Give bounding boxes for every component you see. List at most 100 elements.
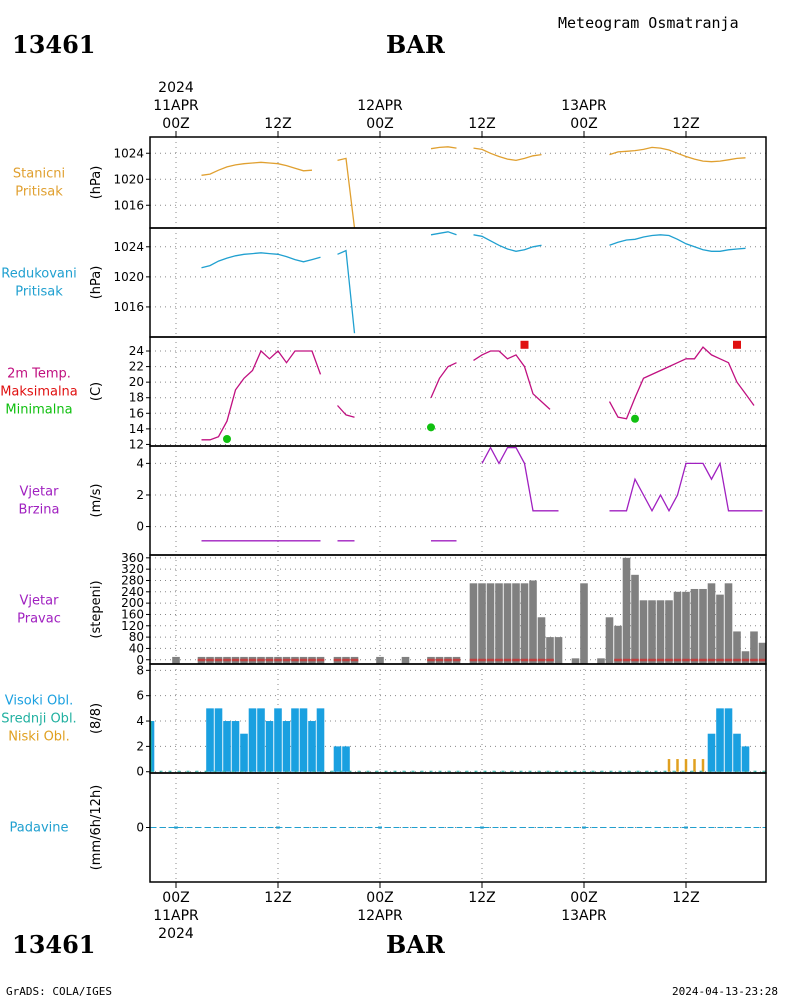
calm-mark (648, 658, 656, 662)
direction-bar (503, 583, 512, 664)
direction-bar (605, 617, 614, 664)
calm-mark (503, 658, 512, 662)
direction-bar (580, 583, 588, 664)
calm-mark (214, 658, 223, 662)
time-label-top-hour: 00Z (162, 116, 189, 132)
direction-bar (401, 656, 410, 664)
cloud-bar (150, 721, 155, 772)
calm-mark (197, 658, 206, 662)
calm-mark (291, 658, 299, 662)
time-label-top-date: 12APR (357, 98, 403, 114)
direction-bar (648, 600, 656, 664)
cloud-bar (333, 746, 342, 772)
time-label-top-hour: 12Z (264, 116, 291, 132)
panel-data (150, 708, 766, 772)
cloud-bar (342, 746, 350, 772)
panel-label: Brzina (19, 503, 60, 518)
panel-data (201, 446, 763, 542)
panel-frame (149, 336, 767, 447)
panel-label: 2m Temp. (7, 367, 71, 382)
station-id-top: 13461 (12, 30, 96, 59)
panel-data (201, 231, 746, 334)
calm-mark (631, 658, 639, 662)
direction-bar (172, 656, 180, 664)
direction-bar (376, 656, 384, 664)
time-label-top-hour: 12Z (468, 116, 495, 132)
calm-mark (656, 658, 665, 662)
cloud-bar (316, 708, 325, 772)
calm-mark (342, 658, 350, 662)
calm-mark (520, 658, 529, 662)
y-tick-label: 0 (136, 821, 144, 835)
calm-mark (529, 658, 537, 662)
calm-mark (699, 658, 707, 662)
footer-timestamp: 2024-04-13-23:28 (672, 985, 778, 998)
calm-mark (639, 658, 648, 662)
series-line (609, 146, 746, 163)
y-tick-label: 80 (129, 630, 144, 644)
unit-label: (hPa) (89, 266, 104, 300)
y-tick-label: 360 (121, 551, 144, 565)
cloud-bar (299, 708, 308, 772)
cloud-bar (274, 708, 282, 772)
y-tick-label: 12 (129, 437, 144, 451)
tmax-marker (733, 340, 741, 349)
calm-mark (231, 658, 240, 662)
cloud-bar (741, 746, 750, 772)
calm-mark (750, 658, 758, 662)
panel-label: Srednji Obl. (1, 712, 76, 727)
y-tick-label: 1016 (113, 300, 144, 314)
direction-bar (614, 625, 622, 664)
precip-bar (582, 826, 586, 829)
meteogram-title: Meteogram Osmatranja (558, 14, 739, 32)
time-label-bottom-date: 11APR (153, 908, 199, 924)
y-tick-label: 0 (136, 765, 144, 779)
calm-mark (716, 658, 724, 662)
direction-bar (767, 643, 775, 664)
direction-bar (724, 583, 733, 664)
time-label-bottom-hour: 00Z (366, 890, 393, 906)
y-tick-label: 8 (136, 663, 144, 677)
calm-mark (427, 658, 435, 662)
unit-label: (stepeni) (89, 580, 104, 638)
y-tick-label: 1020 (113, 270, 144, 284)
time-label-top-hour: 00Z (570, 116, 597, 132)
panel-label: Vjetar (20, 594, 60, 609)
direction-bar (495, 583, 503, 664)
calm-mark (282, 658, 291, 662)
cloud-bar (676, 759, 679, 772)
y-tick-label: 22 (129, 360, 144, 374)
y-tick-label: 280 (121, 573, 144, 587)
direction-bar (656, 600, 665, 664)
calm-mark (350, 658, 359, 662)
y-tick-label: 1024 (113, 240, 144, 254)
panel-station_pressure: 1016 1020 1024 (hPa) Stanicni Pritisak (13, 136, 767, 229)
calm-mark (469, 658, 478, 662)
calm-mark (682, 658, 690, 662)
time-label-bottom-hour: 00Z (162, 890, 189, 906)
y-tick-label: 20 (129, 375, 144, 389)
cloud-bar (667, 759, 671, 772)
calm-mark (673, 658, 682, 662)
time-label-bottom-date: 12APR (357, 908, 403, 924)
tmax-marker (520, 340, 529, 349)
calm-mark (452, 658, 461, 662)
precip-bar (276, 826, 280, 829)
direction-bar (733, 631, 741, 664)
tmin-marker (223, 434, 231, 443)
y-tick-label: 1016 (113, 198, 144, 212)
time-label-bottom-hour: 00Z (570, 890, 597, 906)
series-line (337, 249, 356, 334)
precip-bar (174, 826, 178, 829)
calm-mark (435, 658, 444, 662)
footer-credit: GrADS: COLA/IGES (6, 985, 112, 998)
panel-label: Maksimalna (0, 385, 78, 400)
y-tick-label: 320 (121, 562, 144, 576)
direction-bar (690, 588, 699, 664)
direction-bar (537, 617, 546, 664)
direction-bar (741, 651, 750, 664)
y-tick-label: 40 (129, 641, 144, 655)
y-tick-label: 2 (136, 488, 144, 502)
panel-reduced_pressure: 1016 1020 1024 (hPa) Redukovani Pritisak (1, 227, 767, 338)
